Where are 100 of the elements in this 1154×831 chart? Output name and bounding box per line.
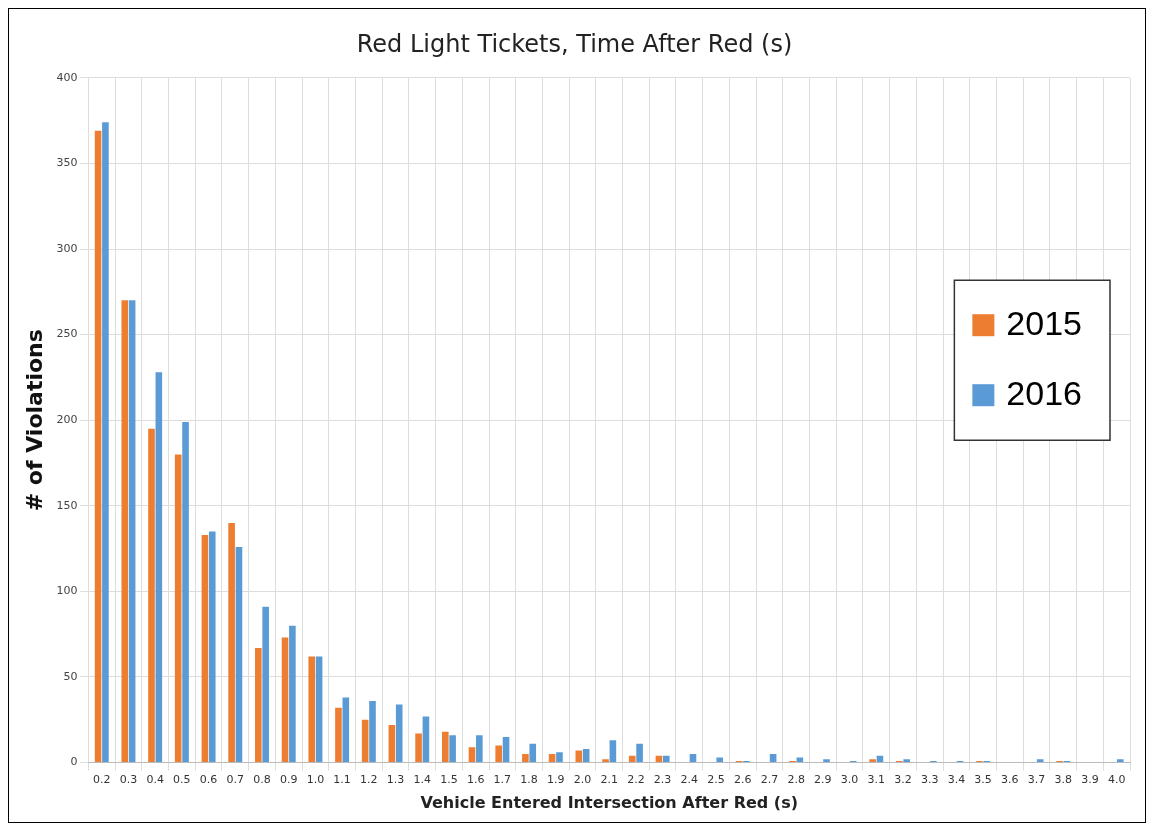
bar [361, 719, 369, 763]
x-tick-label: 1.4 [413, 773, 431, 787]
x-tick-label: 3.9 [1081, 773, 1099, 787]
bar [201, 534, 209, 763]
bar [556, 752, 563, 763]
x-tick-label: 2.9 [814, 773, 832, 787]
x-tick-label: 1.5 [440, 773, 458, 787]
x-tick-label: 3.4 [947, 773, 966, 787]
bar [529, 743, 537, 763]
x-tick-label: 3.3 [920, 773, 939, 787]
x-tick-label: 3.8 [1054, 773, 1072, 787]
y-tick-label: 0 [70, 755, 78, 769]
bar [548, 754, 556, 763]
y-tick-label: 100 [56, 584, 78, 598]
x-tick-label: 3.7 [1027, 773, 1046, 787]
legend-label: 2016 [1006, 373, 1082, 412]
bar [468, 747, 476, 763]
bar [342, 697, 350, 763]
bar [315, 656, 323, 763]
legend-label: 2015 [1006, 303, 1082, 342]
bar [155, 372, 163, 763]
x-tick-label: 2.2 [627, 773, 645, 787]
bar [495, 745, 502, 763]
bar [769, 754, 777, 763]
x-tick-label: 1.0 [306, 773, 325, 787]
y-tick-label: 300 [56, 241, 78, 255]
bar [335, 707, 342, 763]
bar [102, 122, 109, 763]
y-axis-title: # of Violations [21, 329, 47, 512]
y-tick-label: 250 [56, 327, 78, 341]
bar [281, 637, 289, 763]
x-tick-label: 3.2 [894, 773, 912, 787]
bar [128, 300, 136, 763]
bar [1036, 759, 1044, 763]
bar [869, 759, 876, 763]
bar [636, 743, 643, 763]
bar [628, 755, 636, 763]
bar [662, 755, 670, 763]
bar [395, 704, 403, 763]
x-tick-label: 3.0 [840, 773, 859, 787]
bar [208, 531, 216, 763]
bar [903, 759, 910, 763]
x-tick-label: 1.8 [520, 773, 538, 787]
bar [388, 724, 396, 763]
x-tick-label: 1.2 [360, 773, 378, 787]
x-tick-label: 0.3 [119, 773, 138, 787]
x-tick-label: 1.1 [333, 773, 351, 787]
x-tick-label: 2.7 [760, 773, 779, 787]
bar [609, 740, 617, 763]
y-tick-label: 50 [63, 669, 78, 683]
x-tick-label: 0.9 [279, 773, 298, 787]
x-tick-label: 1.9 [547, 773, 565, 787]
y-tick-label: 400 [56, 70, 78, 84]
bar [422, 716, 430, 763]
x-tick-label: 1.6 [466, 773, 485, 787]
x-tick-label: 0.6 [199, 773, 218, 787]
x-tick-label: 0.5 [173, 773, 191, 787]
y-tick-label: 200 [56, 413, 78, 427]
bar [716, 757, 724, 763]
bar [289, 625, 296, 763]
bar [228, 522, 235, 763]
bar [689, 754, 697, 763]
x-tick-label: 1.3 [386, 773, 405, 787]
bar [262, 606, 269, 763]
bar [308, 656, 316, 763]
bar [602, 759, 609, 763]
bar [502, 736, 510, 763]
bar [582, 748, 590, 763]
bar [174, 454, 182, 763]
bar [235, 546, 243, 763]
x-tick-label: 2.5 [707, 773, 725, 787]
bar [522, 754, 529, 763]
x-tick-label: 2.6 [733, 773, 752, 787]
bar [823, 759, 830, 763]
bar [255, 647, 262, 763]
x-tick-label: 4.0 [1107, 773, 1126, 787]
bar [121, 300, 129, 763]
x-tick-label: 2.3 [653, 773, 672, 787]
x-tick-label: 2.8 [787, 773, 805, 787]
bar [415, 733, 422, 763]
x-tick-label: 2.0 [573, 773, 592, 787]
bar [148, 428, 155, 763]
y-tick-label: 350 [56, 156, 78, 170]
y-tick-label: 150 [56, 498, 78, 512]
x-axis-title: Vehicle Entered Intersection After Red (s) [420, 792, 798, 812]
x-tick-label: 2.1 [600, 773, 618, 787]
bar [449, 735, 456, 763]
x-tick-label: 3.5 [974, 773, 992, 787]
x-tick-label: 3.1 [867, 773, 886, 787]
x-tick-label: 2.4 [680, 773, 699, 787]
bar [94, 130, 102, 763]
bar [369, 700, 376, 763]
x-tick-label: 0.7 [226, 773, 245, 787]
x-tick-label: 1.7 [493, 773, 512, 787]
chart-title: Red Light Tickets, Time After Red (s) [356, 29, 793, 58]
x-tick-label: 0.8 [253, 773, 271, 787]
bar [476, 735, 483, 763]
bar [796, 757, 804, 763]
bar [182, 421, 189, 763]
x-tick-label: 3.6 [1001, 773, 1019, 787]
